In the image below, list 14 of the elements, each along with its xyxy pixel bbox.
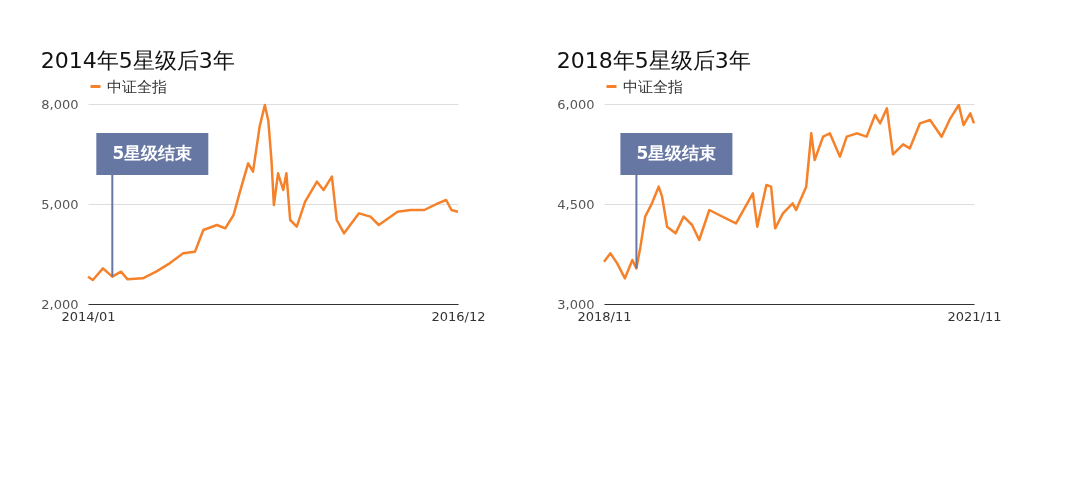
legend-label: 中证全指 [623,77,683,96]
y-tick-label: 4,500 [557,196,595,212]
x-tick-label: 2021/11 [947,308,1002,324]
x-tick-label: 2016/12 [431,308,486,324]
y-tick-label: 6,000 [557,96,595,112]
legend-label: 中证全指 [107,77,167,96]
line-series [602,103,976,280]
y-tick-label: 8,000 [41,96,79,112]
y-tick-label: 5,000 [41,196,79,212]
chart-title: 2014年5星级后3年 [40,48,235,73]
annotation: 5星级结束 [636,143,717,163]
line-series [86,103,460,282]
annotation: 5星级结束 [112,143,193,163]
chart-title: 2018年5星级后3年 [556,48,751,73]
